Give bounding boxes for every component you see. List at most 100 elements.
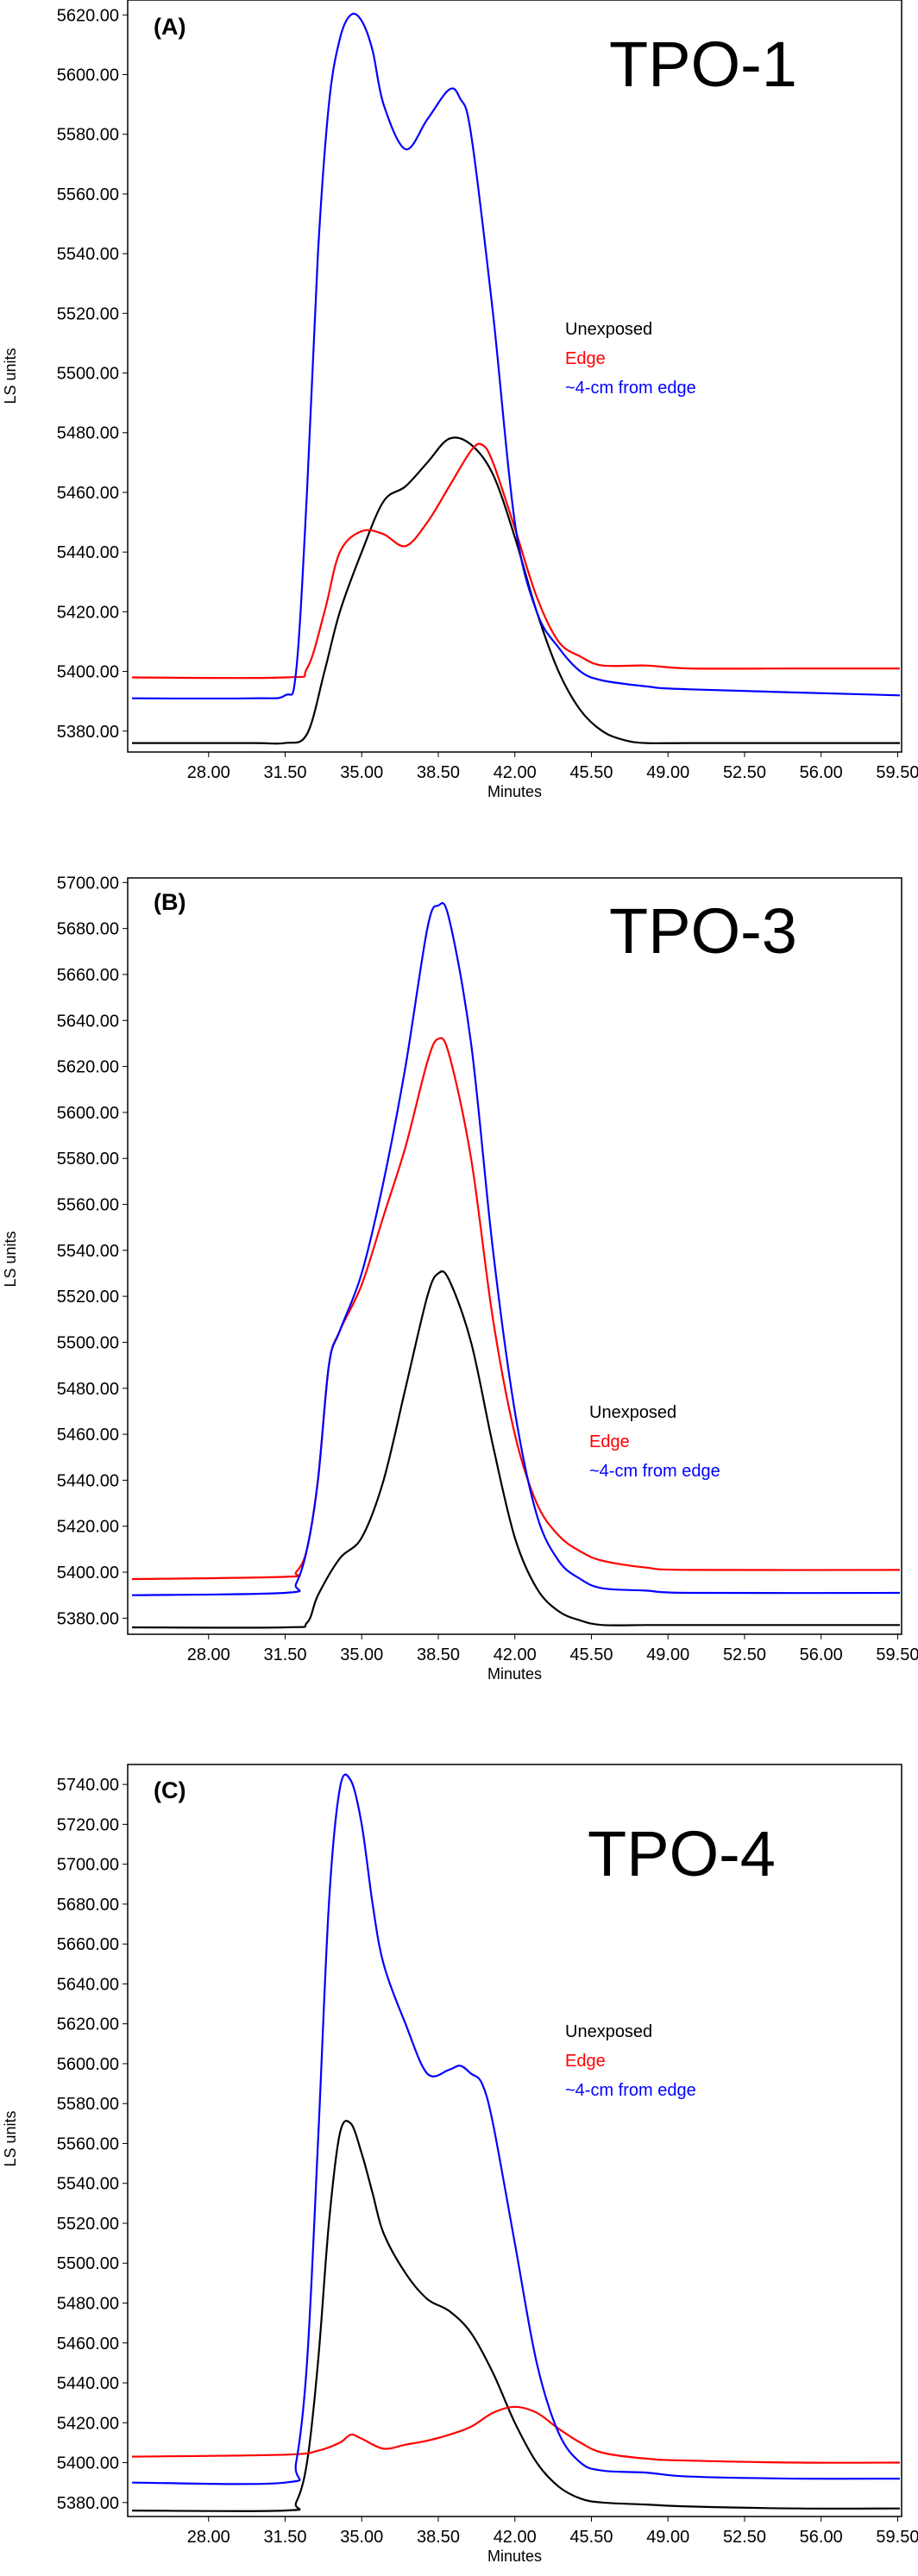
y-tick-label: 5660.00 [57,1935,119,1954]
plot-frame [127,0,902,753]
x-tick-label: 45.50 [569,763,613,782]
legend-entry: Unexposed [589,1403,676,1422]
legend-entry: ~4-cm from edge [589,1462,720,1481]
y-tick-label: 5700.00 [57,874,119,893]
y-tick-label: 5480.00 [57,424,119,443]
x-tick-label: 45.50 [569,1645,613,1664]
y-tick-label: 5460.00 [57,484,119,503]
legend-entry: Edge [565,2052,606,2071]
series-line-unexposed [131,436,900,745]
panel-label: (B) [154,889,185,915]
y-tick-label: 5480.00 [57,2295,119,2314]
series-group [131,902,901,1629]
y-tick-label: 5640.00 [57,1975,119,1994]
x-tick-label: 31.50 [263,1645,306,1664]
y-tick-label: 5420.00 [57,1518,119,1537]
panel-label: (A) [154,14,185,40]
y-tick-label: 5380.00 [57,1609,119,1628]
y-tick-label: 5580.00 [57,1150,119,1169]
x-tick-label: 35.00 [340,763,383,782]
x-tick-label: 45.50 [569,2528,613,2547]
y-tick-label: 5560.00 [57,185,119,204]
x-tick-label: 52.50 [723,2528,766,2547]
x-tick-label: 38.50 [417,2528,460,2547]
x-tick-label: 59.50 [876,2528,918,2547]
y-tick-label: 5400.00 [57,663,119,682]
x-tick-label: 31.50 [263,763,306,782]
x-tick-label: 42.00 [494,763,537,782]
x-tick-label: 52.50 [723,763,766,782]
x-tick-label: 56.00 [800,763,843,782]
y-tick-label: 5600.00 [57,2055,119,2074]
x-axis-title: Minutes [487,2548,542,2565]
y-tick-label: 5460.00 [57,1426,119,1445]
y-tick-label: 5640.00 [57,1012,119,1031]
x-tick-label: 59.50 [876,1645,918,1664]
legend-entry: ~4-cm from edge [565,379,696,398]
y-tick-label: 5420.00 [57,603,119,622]
y-axis-title: LS units [2,2110,19,2166]
x-tick-label: 49.00 [646,2528,689,2547]
y-tick-label: 5400.00 [57,2454,119,2473]
y-tick-label: 5620.00 [57,6,119,25]
y-tick-label: 5460.00 [57,2335,119,2353]
x-tick-label: 59.50 [876,763,918,782]
x-tick-label: 49.00 [646,1645,689,1664]
x-tick-label: 56.00 [800,1645,843,1664]
chart-title: TPO-4 [588,1818,776,1890]
x-tick-label: 42.00 [494,1645,537,1664]
x-tick-label: 49.00 [646,763,689,782]
plot-frame [127,877,902,1635]
y-tick-label: 5520.00 [57,304,119,323]
y-tick-label: 5560.00 [57,1196,119,1215]
panel-label: (C) [154,1777,185,1803]
x-tick-label: 35.00 [340,1645,383,1664]
legend-entry: Edge [565,349,606,368]
x-tick-label: 52.50 [723,1645,766,1664]
y-tick-label: 5440.00 [57,2374,119,2393]
y-tick-label: 5420.00 [57,2414,119,2433]
x-tick-label: 28.00 [187,2528,230,2547]
x-tick-label: 31.50 [263,2528,306,2547]
series-line-edge [131,1037,901,1581]
series-line-4-cm-from-edge [131,1773,901,2485]
series-line-unexposed [131,2120,901,2512]
series-line-4-cm-from-edge [131,12,901,700]
y-tick-label: 5580.00 [57,2095,119,2114]
y-tick-label: 5380.00 [57,723,119,742]
y-tick-label: 5680.00 [57,920,119,939]
y-tick-label: 5600.00 [57,1104,119,1123]
y-tick-label: 5540.00 [57,2175,119,2194]
y-tick-label: 5400.00 [57,1564,119,1583]
series-group [131,1773,901,2512]
chart-panel-2: 5380.00 5400.00 5420.00 5440.00 5460.00 5480.… [2,874,918,1683]
series-line-edge [131,2405,901,2464]
series-line-unexposed [131,1270,900,1629]
x-tick-label: 42.00 [494,2528,537,2547]
y-axis-title: LS units [2,1231,19,1287]
legend-entry: Unexposed [565,2022,652,2041]
x-tick-label: 38.50 [417,1645,460,1664]
x-tick-label: 38.50 [417,763,460,782]
y-tick-label: 5540.00 [57,245,119,264]
y-tick-label: 5380.00 [57,2494,119,2513]
plot-frame [127,1764,902,2517]
y-tick-label: 5580.00 [57,126,119,145]
y-tick-label: 5680.00 [57,1896,119,1915]
chart-title: TPO-3 [609,895,797,967]
y-tick-label: 5620.00 [57,1058,119,1077]
y-tick-label: 5720.00 [57,1815,119,1834]
x-tick-label: 28.00 [187,763,230,782]
y-tick-label: 5600.00 [57,66,119,85]
y-tick-label: 5520.00 [57,2215,119,2234]
y-tick-label: 5500.00 [57,2254,119,2273]
x-tick-label: 35.00 [340,2528,383,2547]
y-tick-label: 5660.00 [57,966,119,985]
y-tick-label: 5500.00 [57,1333,119,1352]
y-tick-label: 5440.00 [57,543,119,562]
chart-title: TPO-1 [609,28,797,100]
y-tick-label: 5700.00 [57,1856,119,1875]
series-line-4-cm-from-edge [131,902,901,1596]
y-axis-title: LS units [2,348,19,404]
